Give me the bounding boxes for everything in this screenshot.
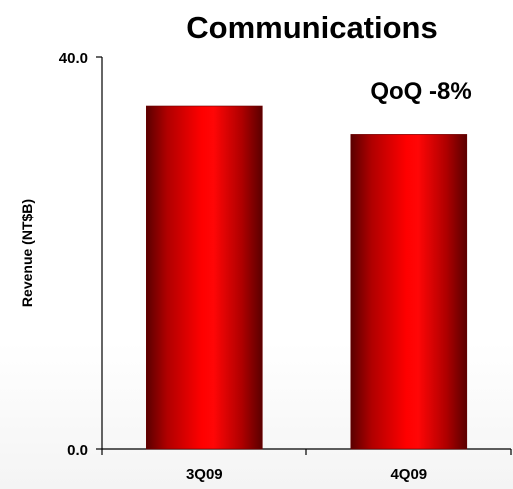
x-tick-label-3q09: 3Q09 xyxy=(186,466,223,483)
x-tick-labels: 3Q09 4Q09 xyxy=(186,466,427,483)
y-axis-label: Revenue (NT$B) xyxy=(19,199,35,307)
y-tick-labels: 40.0 0.0 xyxy=(59,50,88,459)
bar-4q09 xyxy=(350,134,468,450)
y-tick-label-top: 40.0 xyxy=(59,50,88,67)
chart-title: Communications xyxy=(186,10,437,45)
qoq-annotation: QoQ -8% xyxy=(370,78,471,105)
bar-3q09 xyxy=(146,105,263,450)
bars-group xyxy=(146,105,468,450)
y-tick-label-bottom: 0.0 xyxy=(67,442,88,459)
x-tick-label-4q09: 4Q09 xyxy=(390,466,427,483)
